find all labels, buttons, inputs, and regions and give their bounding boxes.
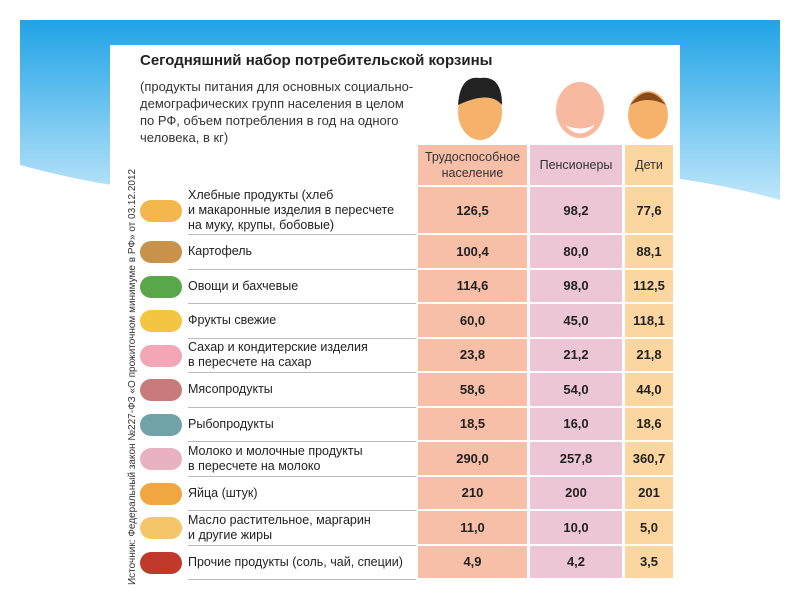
value-cell: 58,6 <box>418 373 527 408</box>
value-cell: 118,1 <box>625 304 673 339</box>
column-header: Трудоспособное население <box>418 145 527 185</box>
row-icon <box>140 275 182 298</box>
row-label: Яйца (штук) <box>188 477 416 511</box>
value-cell: 5,0 <box>625 511 673 546</box>
value-cell: 80,0 <box>530 235 622 270</box>
value-cell: 10,0 <box>530 511 622 546</box>
row-icon <box>140 344 182 367</box>
value-cell: 77,6 <box>625 187 673 235</box>
value-cell: 23,8 <box>418 338 527 373</box>
value-cell: 21,8 <box>625 338 673 373</box>
row-icon <box>140 551 182 574</box>
value-cell: 4,9 <box>418 545 527 580</box>
value-cell: 45,0 <box>530 304 622 339</box>
row-icon <box>140 482 182 505</box>
value-cell: 126,5 <box>418 187 527 235</box>
row-label: Рыбопродукты <box>188 408 416 442</box>
row-icon <box>140 413 182 436</box>
value-cell: 44,0 <box>625 373 673 408</box>
value-cell: 18,6 <box>625 407 673 442</box>
title: Сегодняшний набор потребительской корзин… <box>140 52 493 69</box>
row-label: Картофель <box>188 235 416 270</box>
value-cell: 98,0 <box>530 269 622 304</box>
value-cell: 360,7 <box>625 442 673 477</box>
row-label: Молоко и молочные продукты в пересчете н… <box>188 442 416 477</box>
subtitle: (продукты питания для основных социально… <box>140 79 414 145</box>
value-cell: 112,5 <box>625 269 673 304</box>
row-label: Хлебные продукты (хлеб и макаронные изде… <box>188 187 416 235</box>
value-cell: 4,2 <box>530 545 622 580</box>
value-cell: 114,6 <box>418 269 527 304</box>
row-label: Сахар и кондитерские изделия в пересчете… <box>188 339 416 373</box>
value-cell: 21,2 <box>530 338 622 373</box>
row-label: Фрукты свежие <box>188 304 416 339</box>
source: Источник: Федеральный закон №227-ФЗ «О п… <box>127 168 138 585</box>
value-cell: 257,8 <box>530 442 622 477</box>
value-cell: 210 <box>418 476 527 511</box>
value-cell: 98,2 <box>530 187 622 235</box>
value-cell: 290,0 <box>418 442 527 477</box>
value-cell: 54,0 <box>530 373 622 408</box>
row-icon <box>140 200 182 222</box>
row-icon <box>140 517 182 540</box>
faces <box>458 77 668 140</box>
row-icon <box>140 310 182 333</box>
value-cell: 3,5 <box>625 545 673 580</box>
column-header: Пенсионеры <box>530 145 622 185</box>
row-icon <box>140 379 182 402</box>
row-icon <box>140 448 182 471</box>
row-label: Мясопродукты <box>188 373 416 408</box>
value-cell: 100,4 <box>418 235 527 270</box>
row-label: Прочие продукты (соль, чай, специи) <box>188 546 416 580</box>
value-cell: 11,0 <box>418 511 527 546</box>
value-cell: 88,1 <box>625 235 673 270</box>
value-cell: 200 <box>530 476 622 511</box>
value-cell: 16,0 <box>530 407 622 442</box>
value-cell: 201 <box>625 476 673 511</box>
row-label: Овощи и бахчевые <box>188 270 416 304</box>
value-cell: 18,5 <box>418 407 527 442</box>
row-label: Масло растительное, маргарин и другие жи… <box>188 511 416 546</box>
row-icon <box>140 241 182 264</box>
column-header: Дети <box>625 145 673 185</box>
value-cell: 60,0 <box>418 304 527 339</box>
